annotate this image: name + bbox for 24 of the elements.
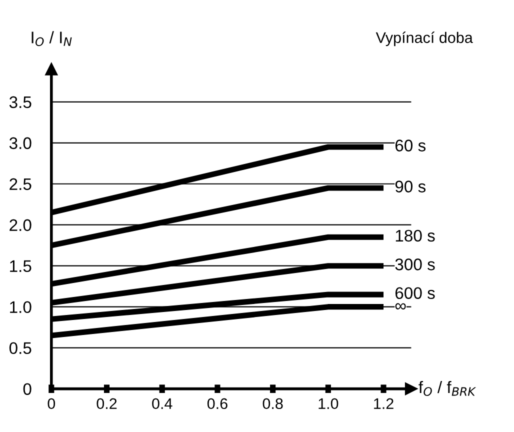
y-tick-label: 2.0 [10, 219, 32, 232]
x-tick-label: 0 [48, 398, 56, 410]
y-tick-label: 1.5 [10, 260, 32, 272]
x-tick-label: 0.6 [207, 398, 228, 410]
x-tick-label: 0.8 [262, 398, 283, 410]
y-tick-label: 0.5 [9, 342, 32, 354]
x-tick-label: 0.2 [96, 398, 117, 410]
x-tick-label: 1.0 [318, 398, 338, 410]
series-label: 60 s [395, 140, 426, 152]
series-label: 600 s [395, 287, 435, 300]
x-tick-label: 0.4 [152, 398, 172, 410]
series-label: ∞ [395, 303, 406, 310]
y-tick-label: 3.5 [9, 96, 32, 108]
series-label: 300 s [395, 258, 435, 270]
x-axis-title: f$_{O}$ / f$_{BRK}$ [418, 380, 476, 396]
y-axis-title: I$_{O}$ / I$_{N}$ [32, 31, 72, 46]
series-label: 90 s [395, 180, 426, 192]
y-tick-label: 0 [23, 383, 32, 396]
x-tick-label: 1.2 [374, 398, 394, 409]
y-tick-label: 1.0 [10, 301, 32, 314]
series-label: 180 s [396, 230, 435, 242]
y-tick-label: 3.0 [9, 137, 32, 150]
y-tick-label: 2.5 [10, 178, 32, 190]
legend-title: Vypínací doba [376, 32, 473, 46]
